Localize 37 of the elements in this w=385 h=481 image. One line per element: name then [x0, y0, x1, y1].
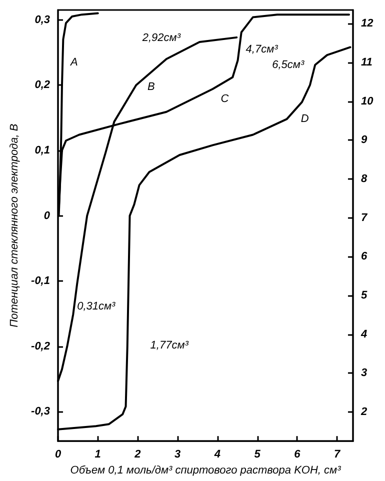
- annotation: 0,31см³: [77, 300, 116, 312]
- annotation: D: [300, 113, 309, 126]
- y-tick-label: -0,3: [31, 406, 50, 418]
- x-tick-label: 5: [254, 448, 262, 461]
- y2-tick-label: 9: [361, 134, 368, 146]
- y-tick-label: 0: [44, 210, 51, 222]
- annotation: 1,77см³: [150, 339, 189, 352]
- y2-tick-label: 3: [361, 367, 368, 380]
- y2-tick-label: 5: [361, 289, 368, 302]
- annotation: 4,7см³: [246, 43, 278, 56]
- y2-tick-label: 11: [361, 56, 372, 68]
- y2-tick-label: 8: [361, 172, 368, 185]
- y-axis-title: Потенциал стеклянного электрода, В: [8, 124, 20, 328]
- x-axis-title: Объем 0,1 моль/дм³ спиртового раствора KOH, см³: [70, 464, 342, 476]
- x-tick-label: 3: [174, 448, 181, 461]
- y2-tick-label: 6: [361, 250, 368, 263]
- y2-tick-label: 2: [360, 406, 368, 418]
- y-tick-label: 0,2: [34, 79, 50, 92]
- y-tick-label: 0,3: [34, 14, 50, 26]
- y2-tick-label: 10: [361, 95, 374, 108]
- y-tick-label: -0,2: [31, 340, 50, 352]
- x-tick-label: 4: [213, 448, 221, 461]
- y-tick-label: 0,1: [34, 144, 50, 156]
- annotation: C: [220, 93, 229, 106]
- y2-tick-label: 12: [361, 18, 374, 30]
- annotation: A: [70, 56, 78, 68]
- y-tick-label: -0,1: [31, 275, 50, 288]
- x-tick-label: 2: [134, 448, 141, 461]
- x-tick-label: 6: [294, 448, 302, 461]
- annotation: 2,92см³: [141, 32, 181, 44]
- y2-tick-label: 7: [361, 212, 368, 224]
- annotation: B: [147, 81, 155, 94]
- x-tick-label: 0: [54, 448, 62, 461]
- x-tick-label: 7: [334, 448, 341, 461]
- x-tick-label: 1: [94, 448, 101, 461]
- annotation: 6,5см³: [272, 58, 304, 71]
- y2-tick-label: 4: [360, 328, 368, 340]
